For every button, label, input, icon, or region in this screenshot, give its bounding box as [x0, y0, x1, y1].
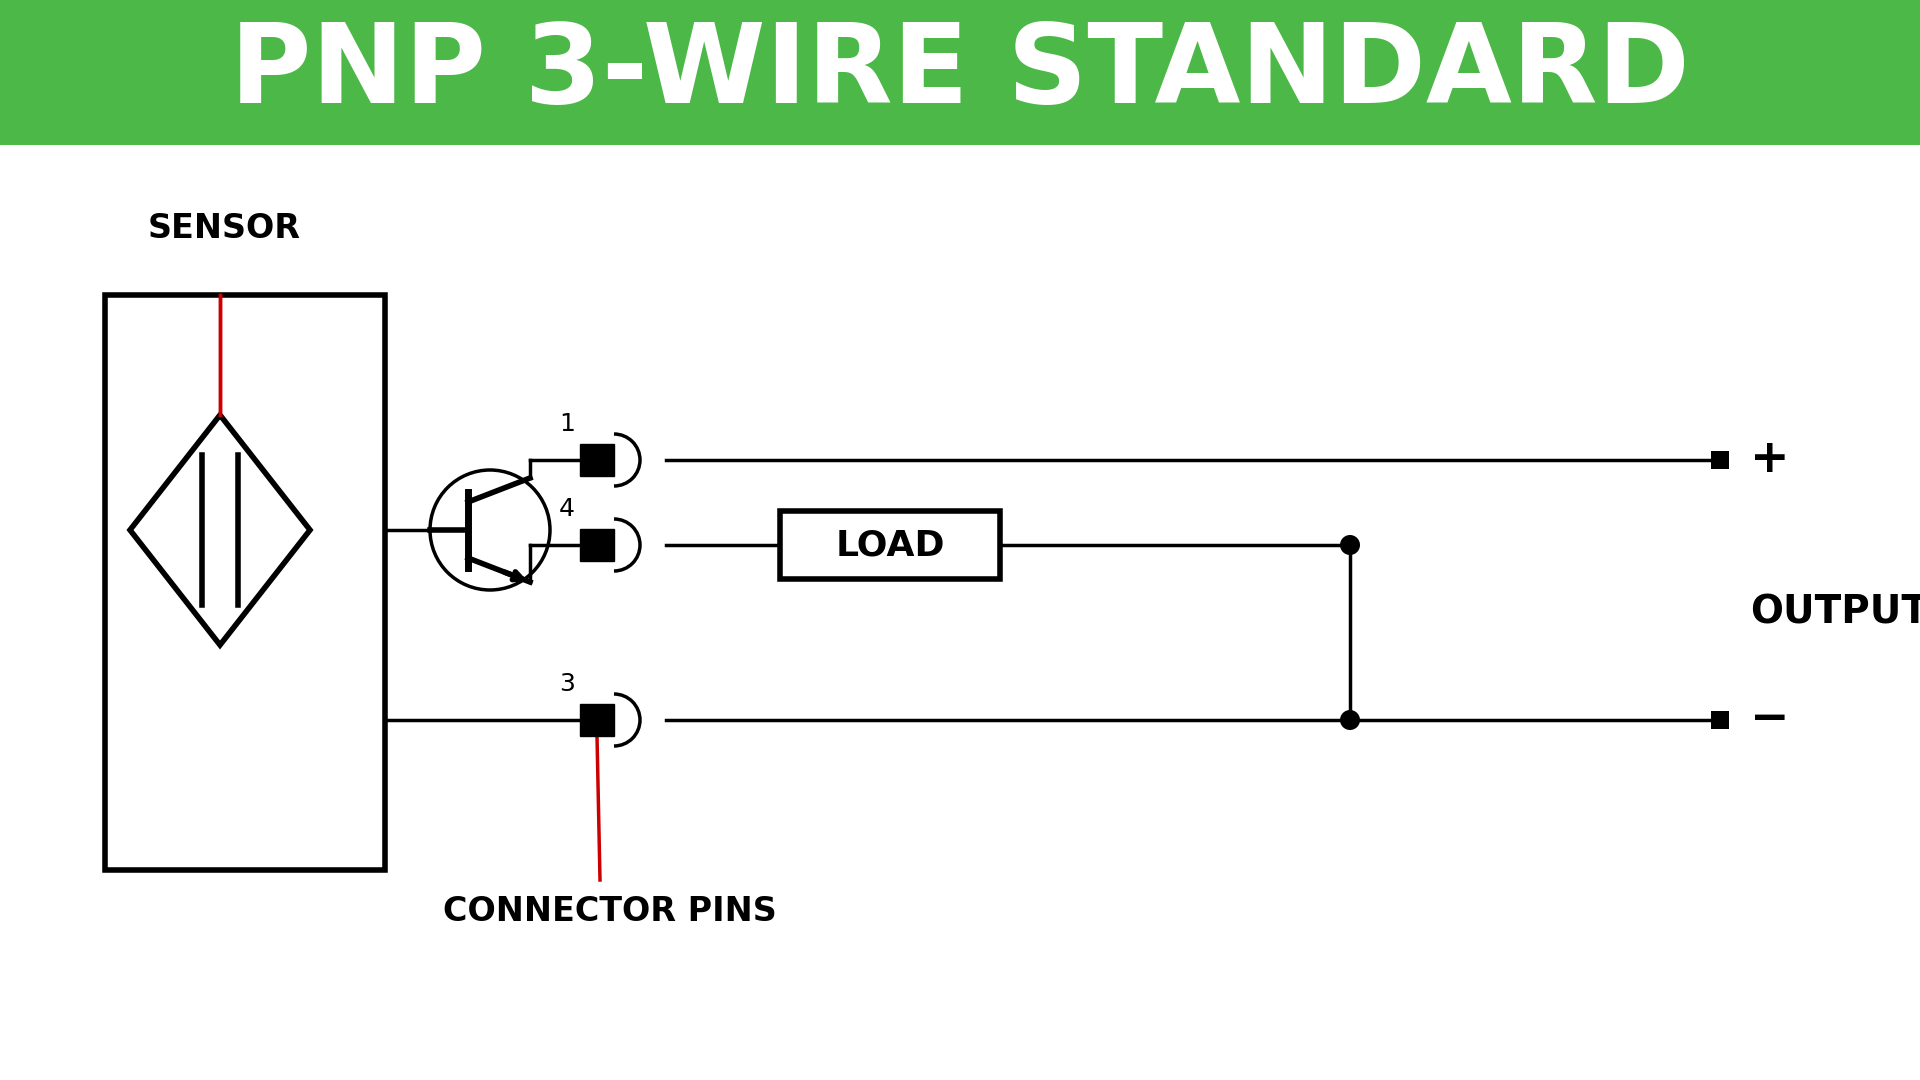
- Text: 4: 4: [559, 497, 574, 521]
- Bar: [580, 444, 614, 476]
- Circle shape: [1340, 535, 1359, 555]
- Text: −: −: [1749, 698, 1789, 743]
- Text: 1: 1: [559, 411, 574, 436]
- Text: LOAD: LOAD: [835, 528, 945, 562]
- Bar: [106, 295, 386, 870]
- Bar: [580, 529, 614, 561]
- Text: OUTPUT: OUTPUT: [1749, 593, 1920, 631]
- Text: 3: 3: [559, 672, 574, 696]
- Text: SENSOR: SENSOR: [148, 212, 301, 245]
- Text: PNP 3-WIRE STANDARD: PNP 3-WIRE STANDARD: [230, 19, 1690, 126]
- Bar: [1711, 451, 1730, 469]
- Text: CONNECTOR PINS: CONNECTOR PINS: [444, 895, 778, 928]
- Circle shape: [1340, 710, 1359, 730]
- Bar: [1711, 711, 1730, 729]
- Text: +: +: [1749, 437, 1789, 483]
- Bar: [580, 704, 614, 735]
- Bar: [780, 511, 1000, 579]
- Bar: [0, 0, 1920, 145]
